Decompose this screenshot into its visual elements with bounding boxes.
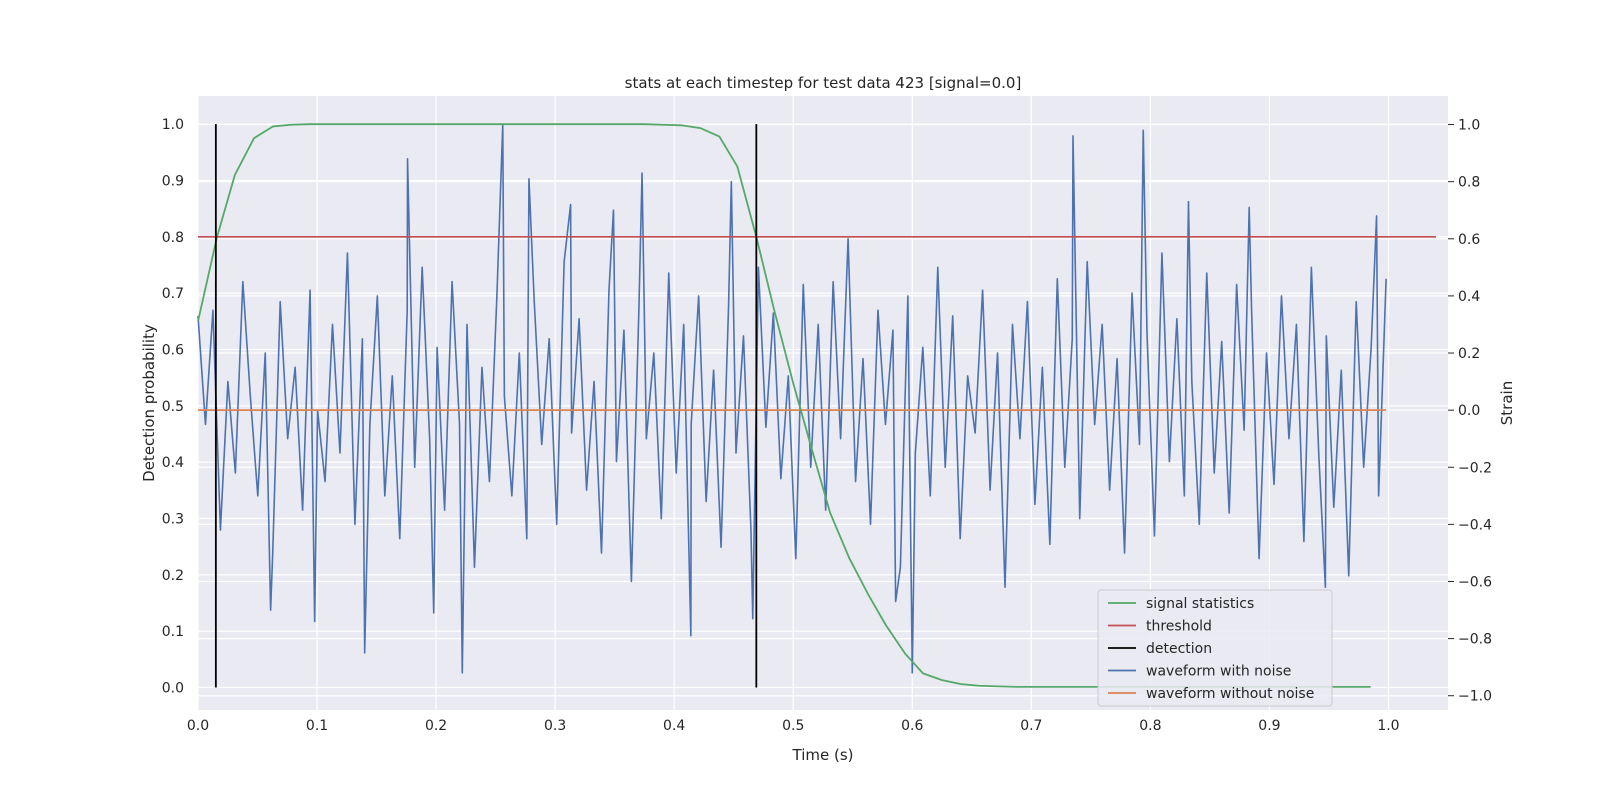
series-signal-statistics [197,123,1371,688]
y-tick-label: 0.1 [162,624,184,640]
legend: signal statistics threshold detection wavef… [1097,589,1333,707]
y2-tick-label: 0.8 [1458,175,1480,191]
legend-label-waveform-with-noise: waveform with noise [1146,664,1291,680]
ticks-layer: 0.0 0.1 0.2 0.3 0.4 0.5 0.6 0.7 0.8 0.9 1.0 0.0 0.1 0… [162,117,1492,734]
x-tick-label: 1.0 [1377,718,1399,734]
y2-axis-label: Strain [1498,381,1516,425]
y-tick-label: 0.5 [162,399,184,415]
y-tick-label: 0.6 [162,342,184,358]
x-tick-label: 0.4 [663,718,685,734]
y2-tick-label: 0.4 [1458,289,1480,305]
y2-tick-label: 0.2 [1458,346,1480,362]
y2-tick-label: 0.0 [1458,403,1480,419]
y-tick-label: 0.2 [162,568,184,584]
x-tick-label: 0.5 [782,718,804,734]
x-tick-label: 0.7 [1020,718,1042,734]
y-tick-label: 0.0 [162,680,184,696]
y-tick-label: 0.9 [162,173,184,189]
y2-tick-label: 0.6 [1458,232,1480,248]
chart-title: stats at each timestep for test data 423… [625,74,1022,92]
y2-tick-label: −0.2 [1458,460,1492,476]
y2-tick-label: −0.6 [1458,574,1492,590]
y-tick-label: 0.8 [162,230,184,246]
x-tick-label: 0.2 [425,718,447,734]
series-layer [197,123,1437,688]
x-tick-label: 0.1 [306,718,328,734]
x-tick-label: 0.8 [1139,718,1161,734]
legend-label-threshold: threshold [1146,619,1212,635]
x-tick-label: 0.3 [544,718,566,734]
y-tick-label: 0.7 [162,286,184,302]
x-axis-label: Time (s) [792,746,854,764]
y-axis-label: Detection probability [140,324,158,482]
legend-label-detection: detection [1146,641,1212,657]
y2-tick-label: −1.0 [1458,689,1492,705]
y2-tick-label: −0.4 [1458,517,1492,533]
y-tick-label: 0.4 [162,455,184,471]
legend-label-waveform-without-noise: waveform without noise [1146,686,1314,702]
y-tick-label: 0.3 [162,511,184,527]
y2-tick-label: −0.8 [1458,632,1492,648]
series-waveform-with-noise [197,123,1387,674]
x-tick-label: 0.9 [1258,718,1280,734]
x-tick-label: 0.6 [901,718,923,734]
x-tick-label: 0.0 [187,718,209,734]
legend-box [1097,589,1333,707]
y-tick-label: 1.0 [162,117,184,133]
legend-label-signal-statistics: signal statistics [1146,596,1254,612]
y2-tick-label: 1.0 [1458,118,1480,134]
